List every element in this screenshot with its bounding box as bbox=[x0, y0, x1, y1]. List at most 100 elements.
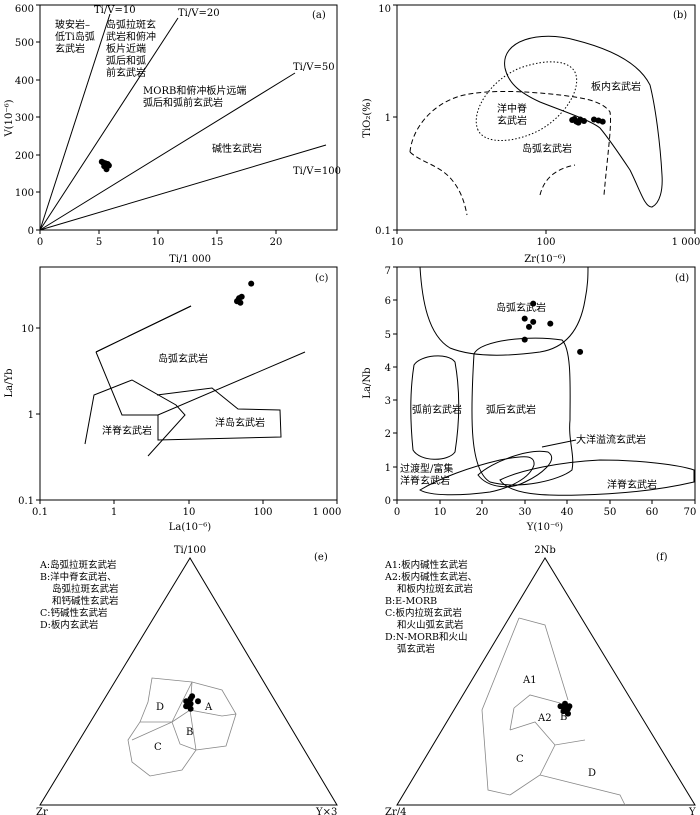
legend-line: A:岛弧拉斑玄武岩 bbox=[39, 559, 117, 571]
data-point bbox=[195, 698, 201, 705]
panel-f: (f) 2Nb Zr/4 Y A1:板内碱性玄武岩 A2:板内碱性玄武岩、 和板… bbox=[384, 545, 696, 815]
tick-label: 2 bbox=[385, 429, 391, 440]
data-point bbox=[189, 693, 196, 700]
legend-line: D:板内玄武岩 bbox=[40, 619, 98, 631]
panel-b-ticks bbox=[393, 4, 696, 234]
tick-label: 20 bbox=[270, 237, 283, 248]
tick-label: 1 bbox=[28, 410, 34, 421]
legend-line: 和板内拉斑玄武岩 bbox=[397, 583, 473, 595]
panel-f-label: (f) bbox=[656, 552, 668, 563]
apex-label-left: Zr/4 bbox=[385, 807, 406, 815]
tick-label: 1 bbox=[385, 463, 391, 474]
panel-d-xtick-labels: 0 10 20 30 40 50 60 70 bbox=[394, 507, 697, 518]
field-label-line: 洋脊玄武岩 bbox=[607, 478, 657, 491]
panel-a-points bbox=[98, 158, 112, 173]
data-point bbox=[577, 348, 584, 355]
panel-a-label: (a) bbox=[312, 10, 326, 21]
legend-line: C:钙碱性玄武岩 bbox=[40, 607, 107, 619]
x-axis-label: Ti/1 000 bbox=[169, 254, 211, 265]
field-label-line: 碱性玄武岩 bbox=[212, 142, 262, 155]
legend-line: 和火山弧玄武岩 bbox=[397, 619, 464, 631]
tick-label: 4 bbox=[385, 363, 391, 374]
panel-a-ytick-labels: 0 100 200 300 400 500 600 bbox=[15, 4, 34, 237]
ternary-triangle-e bbox=[39, 557, 338, 806]
field-letter: C bbox=[154, 742, 162, 753]
field-letter: A1 bbox=[522, 675, 537, 686]
panel-d-points bbox=[521, 300, 584, 355]
tick-label: 5 bbox=[385, 330, 391, 341]
ratio-line-labels: Ti/V=10 Ti/V=20 Ti/V=50 Ti/V=100 bbox=[94, 5, 341, 177]
data-point bbox=[183, 698, 190, 705]
tick-label: 1 bbox=[111, 507, 117, 518]
tick-label: 10 bbox=[21, 324, 34, 335]
field-boundary-a1 bbox=[518, 617, 569, 701]
data-point bbox=[547, 320, 554, 327]
data-point bbox=[187, 705, 194, 712]
panel-c-points bbox=[234, 280, 255, 306]
legend-line: 和钙碱性玄武岩 bbox=[52, 595, 119, 607]
apex-label-left: Zr bbox=[36, 807, 48, 815]
panel-d-frame bbox=[396, 266, 696, 501]
ratio-line-50 bbox=[39, 72, 296, 231]
leader-line-flood-basalt bbox=[541, 439, 577, 448]
tick-label: 100 bbox=[253, 507, 272, 518]
tick-label: 10 bbox=[378, 4, 391, 15]
tick-label: 5 bbox=[96, 237, 102, 248]
data-point bbox=[183, 703, 190, 710]
data-point bbox=[103, 166, 110, 173]
legend-line: A1:板内碱性玄武岩 bbox=[384, 559, 468, 571]
panel-c-label: (c) bbox=[315, 273, 329, 284]
field-boundary-oib bbox=[156, 387, 282, 441]
panel-b-frame bbox=[396, 4, 696, 231]
field-letter: A bbox=[204, 702, 213, 713]
field-boundary-morb bbox=[499, 459, 695, 496]
field-letter: D bbox=[156, 702, 164, 713]
field-boundary-fore-arc bbox=[410, 355, 460, 460]
panel-b: (b) 10 100 1 000 0.1 1 10 Zr(10⁻⁶) TiO₂(… bbox=[362, 4, 700, 265]
field-boundary-island-arc bbox=[419, 266, 589, 356]
field-label-line: 弧前玄武岩 bbox=[412, 403, 462, 416]
tick-label: 60 bbox=[646, 507, 659, 518]
apex-label-right: Y bbox=[688, 807, 696, 815]
ratio-line-10 bbox=[39, 13, 111, 231]
y-axis-label: La/Nb bbox=[362, 367, 373, 398]
panel-f-field-boundaries bbox=[481, 617, 626, 806]
tick-label: 15 bbox=[211, 237, 224, 248]
tick-label: 500 bbox=[15, 38, 34, 49]
data-point bbox=[581, 118, 587, 124]
ratio-line-20 bbox=[39, 17, 179, 231]
data-point bbox=[565, 710, 571, 717]
field-label-line: 洋脊玄武岩 bbox=[400, 474, 450, 487]
tick-label: 300 bbox=[15, 113, 34, 124]
legend-line: C:板内拉斑玄武岩 bbox=[385, 607, 462, 619]
panel-a: (a) 0 5 10 15 20 0 100 200 300 400 500 6… bbox=[4, 4, 341, 265]
tick-label: 30 bbox=[519, 507, 532, 518]
field-letter: B bbox=[560, 712, 567, 723]
tick-label: 0 bbox=[28, 226, 34, 237]
field-boundary-outer bbox=[127, 677, 237, 777]
tick-label: 3 bbox=[385, 396, 391, 407]
field-label-line: 玄武岩 bbox=[55, 42, 85, 55]
panel-e-label: (e) bbox=[314, 552, 328, 563]
tick-label: 50 bbox=[604, 507, 617, 518]
panel-f-field-letters: A1 A2 B C D bbox=[516, 675, 596, 779]
ratio-lines bbox=[39, 13, 327, 231]
field-boundary-c bbox=[509, 744, 556, 796]
field-boundary-island-arc bbox=[409, 90, 612, 216]
data-point bbox=[562, 700, 568, 707]
panel-d: (d) 0 10 20 30 40 50 60 70 0 1 2 3 4 5 6 bbox=[362, 266, 696, 533]
field-label-line: 低Ti岛弧 bbox=[55, 30, 95, 43]
tick-label: 0 bbox=[394, 507, 400, 518]
panel-a-xtick-labels: 0 5 10 15 20 bbox=[37, 237, 283, 248]
field-label-line: MORB和俯冲板片远端 bbox=[143, 84, 246, 97]
tick-label: 1 000 bbox=[672, 237, 700, 248]
ratio-label: Ti/V=10 bbox=[94, 5, 136, 16]
field-label-line: 弧后和弧 bbox=[106, 54, 146, 67]
tick-label: 10 bbox=[152, 237, 165, 248]
tick-label: 0.1 bbox=[18, 496, 34, 507]
ternary-triangle-f bbox=[396, 557, 696, 806]
legend-line: 弧玄武岩 bbox=[397, 643, 435, 655]
legend-line: A2:板内碱性玄武岩、 bbox=[384, 571, 477, 583]
x-axis-label: Y(10⁻⁶) bbox=[526, 522, 564, 533]
field-label-line: 岛弧玄武岩 bbox=[158, 352, 208, 365]
